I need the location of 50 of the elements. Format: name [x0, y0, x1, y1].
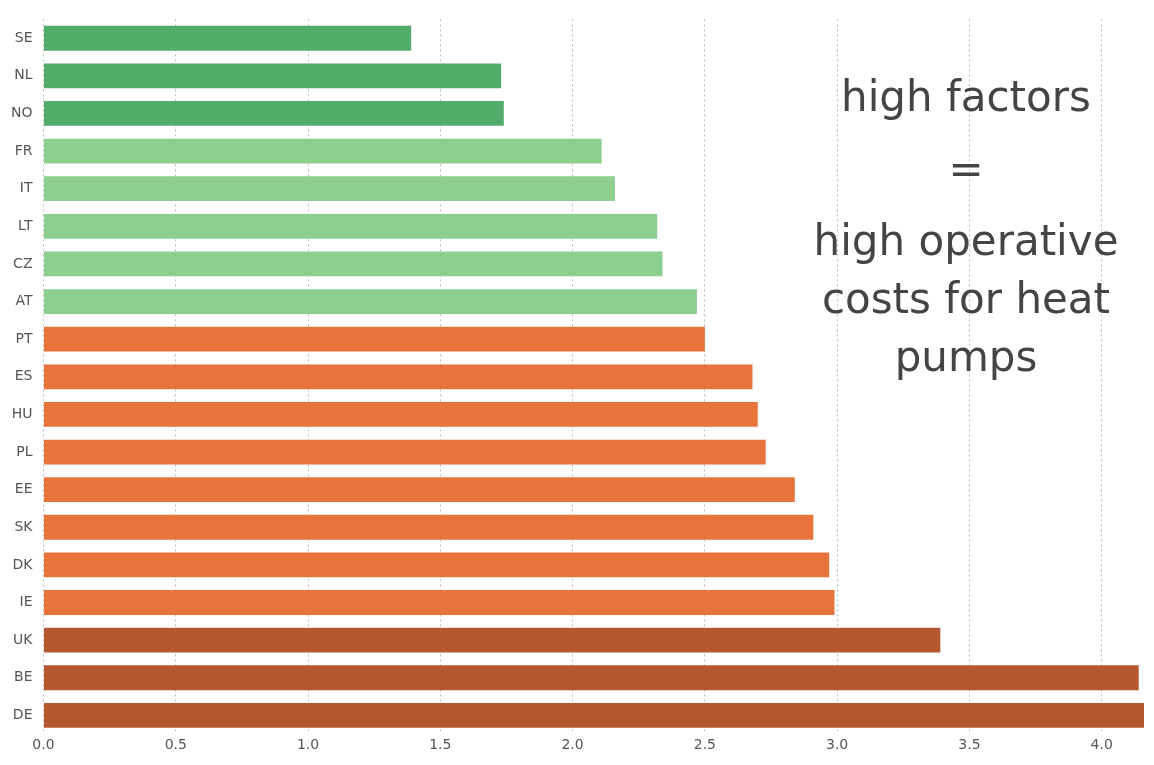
y-tick-label: IE [19, 593, 33, 610]
y-tick-label: DK [12, 555, 34, 572]
y-tick-label: SE [14, 28, 33, 45]
y-tick-label: NO [10, 104, 33, 121]
x-tick-label: 4.0 [1090, 736, 1113, 753]
annotation: high operative costs for heat pumps [812, 215, 1120, 383]
x-tick-label: 2.5 [693, 736, 716, 753]
x-tick-label: 0.0 [32, 736, 55, 753]
y-tick-label: EE [14, 480, 33, 497]
bar [43, 514, 814, 540]
y-tick-label: NL [14, 66, 33, 83]
x-tick-label: 3.0 [825, 736, 849, 753]
bar [43, 25, 412, 51]
y-tick-label: UK [13, 630, 34, 647]
bar [43, 326, 705, 352]
bar [43, 439, 766, 465]
bar [43, 665, 1139, 691]
y-tick-label: AT [15, 292, 33, 309]
bar [43, 213, 658, 239]
y-tick-label: LT [18, 216, 33, 233]
bar [43, 590, 835, 615]
bar [43, 138, 602, 164]
annotation: = [947, 143, 985, 195]
bar [43, 364, 753, 390]
y-tick-label: BE [14, 668, 33, 685]
bar [43, 101, 504, 126]
bar [43, 63, 502, 89]
x-tick-label: 3.5 [958, 736, 981, 753]
x-tick-label: 1.0 [296, 736, 320, 753]
bar [43, 702, 1144, 728]
bar [43, 289, 697, 314]
y-tick-label: DE [12, 706, 33, 723]
y-tick-label: HU [11, 405, 33, 422]
bar [43, 552, 830, 578]
y-tick-label: IT [19, 179, 33, 196]
annotation: high factors [840, 71, 1092, 123]
x-tick-label: 2.0 [561, 736, 584, 753]
y-tick-label: PL [16, 442, 33, 459]
y-tick-label: ES [14, 367, 33, 384]
x-tick-label: 1.5 [429, 736, 452, 753]
bar [43, 477, 795, 503]
bar [43, 176, 615, 202]
y-tick-label: CZ [13, 254, 33, 271]
bar [43, 402, 758, 427]
y-tick-label: FR [14, 141, 33, 158]
y-tick-label: SK [14, 517, 34, 534]
bar [43, 251, 663, 277]
y-tick-label: PT [15, 329, 33, 346]
x-tick-label: 0.5 [164, 736, 187, 753]
bar [43, 627, 941, 653]
